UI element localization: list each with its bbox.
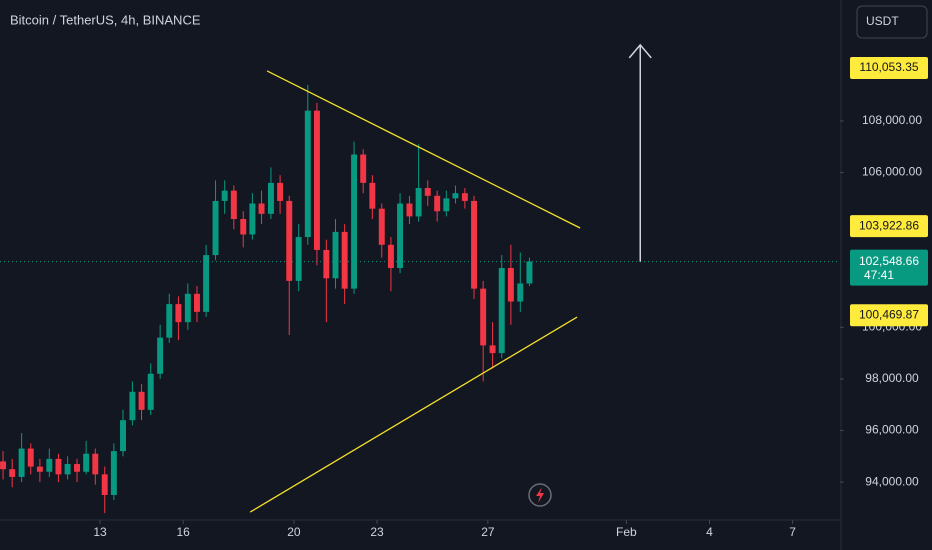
candle-body (387, 244, 394, 268)
trend-line (249, 316, 578, 513)
candle-body (166, 304, 173, 338)
candle-body (267, 182, 274, 214)
candle-body (27, 448, 34, 467)
candle-body (489, 345, 496, 354)
candle-body (212, 200, 219, 256)
candle-body (461, 193, 468, 201)
price-label: 110,053.35 (859, 60, 918, 74)
candle-body (83, 453, 90, 472)
y-tick-label: 96,000.00 (865, 423, 919, 437)
candle-body (18, 448, 25, 477)
candle-body (332, 231, 339, 279)
trend-line (266, 70, 581, 229)
candle-body (452, 193, 459, 199)
candle-body (351, 154, 358, 289)
candle-body (55, 458, 62, 475)
candle-body (64, 464, 71, 475)
candle-body (341, 231, 348, 289)
chart-title: Bitcoin / TetherUS, 4h, BINANCE (10, 12, 201, 27)
candle-body (240, 218, 247, 235)
candle-body (360, 154, 367, 183)
y-tick-label: 98,000.00 (865, 371, 919, 385)
candle-body (221, 190, 228, 201)
last-price-label: 102,548.66 (859, 254, 919, 268)
y-tick-label: 108,000.00 (862, 113, 922, 127)
candle-body (258, 203, 265, 214)
price-label: 103,922.86 (859, 218, 919, 232)
candle-body (517, 283, 524, 302)
candle-body (230, 190, 237, 219)
candle-body (415, 188, 422, 217)
candle-body (526, 261, 533, 284)
candle-body (424, 188, 431, 196)
arrow-head (628, 43, 652, 59)
candle-body (157, 337, 164, 374)
candle-body (406, 203, 413, 217)
x-tick-label: 16 (176, 525, 190, 539)
candle-body (0, 461, 7, 470)
lightning-icon[interactable] (528, 483, 552, 507)
candle-body (74, 464, 80, 472)
candle-body (498, 267, 505, 354)
candle-body (443, 198, 450, 212)
price-label-box (850, 215, 928, 238)
candle-body (397, 203, 404, 268)
candle-body (147, 373, 154, 410)
candle-body (9, 469, 16, 477)
price-label-box (850, 304, 928, 327)
candle-body (295, 237, 302, 281)
candle-body (378, 208, 385, 245)
candle-body (249, 203, 256, 235)
currency-label[interactable]: USDT (866, 14, 899, 28)
y-tick-label: 94,000.00 (865, 474, 919, 488)
candle-body (480, 288, 487, 346)
candle-body (184, 293, 191, 323)
candle-body (92, 453, 99, 475)
candle-body (369, 182, 376, 209)
candle-body (304, 110, 311, 238)
candle-body (120, 420, 126, 452)
candle-body (286, 200, 293, 281)
x-tick-label: 13 (93, 525, 107, 539)
candle-body (46, 458, 53, 472)
candle-body (323, 249, 330, 279)
countdown-label: 47:41 (864, 268, 894, 282)
price-label-box (850, 57, 928, 80)
candle-body (203, 255, 210, 312)
candle-body (138, 391, 145, 410)
x-tick-label: 23 (370, 525, 384, 539)
currency-button[interactable] (856, 5, 928, 39)
candle-body (194, 293, 200, 312)
price-label: 100,469.87 (859, 307, 919, 321)
x-tick-label: 20 (287, 525, 301, 539)
x-tick-label: 27 (481, 525, 495, 539)
candle-body (277, 182, 284, 201)
candle-body (110, 451, 117, 495)
x-tick-label: 7 (789, 525, 796, 539)
candle-body (101, 474, 108, 495)
last-price-box (850, 249, 928, 286)
candle-body (175, 304, 182, 323)
candle-body (471, 200, 477, 289)
candle-body (507, 267, 514, 302)
y-tick-label: 106,000.00 (862, 165, 922, 179)
candle-body (313, 110, 320, 250)
candle-body (36, 466, 43, 472)
candle-body (129, 391, 136, 421)
x-tick-label: Feb (616, 525, 637, 539)
candle-body (434, 195, 441, 212)
x-tick-label: 4 (706, 525, 713, 539)
